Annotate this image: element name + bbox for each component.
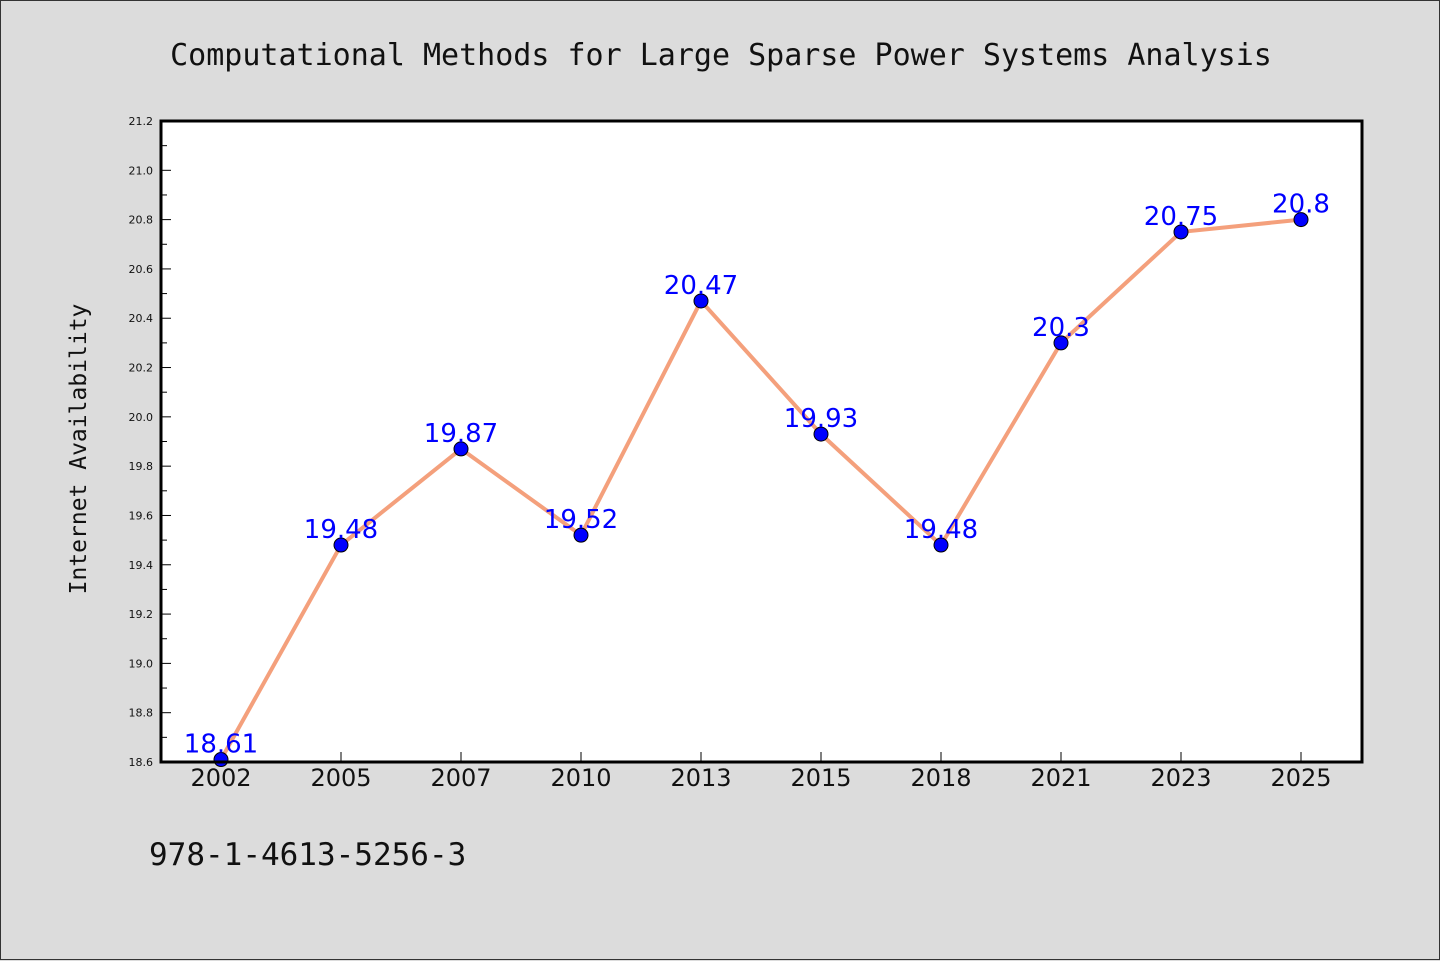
data-label: 20.47 bbox=[664, 271, 738, 301]
data-label: 20.3 bbox=[1032, 313, 1090, 343]
data-point bbox=[453, 441, 469, 457]
x-tick-label: 2002 bbox=[190, 764, 251, 792]
data-point bbox=[1173, 224, 1189, 240]
data-label: 18.61 bbox=[184, 730, 258, 760]
data-label: 19.87 bbox=[424, 419, 498, 449]
x-tick-label: 2025 bbox=[1270, 764, 1331, 792]
y-tick-label: 20.8 bbox=[129, 214, 154, 227]
x-tick-label: 2013 bbox=[670, 764, 731, 792]
y-tick-label: 19.2 bbox=[129, 608, 154, 621]
x-tick-label: 2007 bbox=[430, 764, 491, 792]
data-point bbox=[693, 293, 709, 309]
x-axis-ticks: 2002 2005 2007 2010 2013 2015 2018 2021 2023 2025 bbox=[190, 752, 1332, 792]
data-label: 19.48 bbox=[904, 515, 978, 545]
y-axis-ticks: 18.6 18.8 19.0 19.2 19.4 19.6 19.8 20.0 20.2 20.4… bbox=[129, 115, 171, 769]
y-tick-label: 21.2 bbox=[129, 115, 154, 128]
x-tick-label: 2021 bbox=[1030, 764, 1091, 792]
data-point bbox=[813, 426, 829, 442]
x-tick-label: 2015 bbox=[790, 764, 851, 792]
x-tick-label: 2023 bbox=[1150, 764, 1211, 792]
data-label: 19.52 bbox=[544, 505, 618, 535]
data-point bbox=[933, 537, 949, 553]
plot-area bbox=[161, 121, 1362, 762]
y-tick-label: 20.2 bbox=[129, 362, 154, 375]
data-point bbox=[1293, 212, 1309, 228]
y-tick-label: 19.6 bbox=[129, 509, 154, 522]
y-tick-label: 18.6 bbox=[129, 756, 154, 769]
y-axis-label: Internet Availability bbox=[66, 304, 92, 595]
y-tick-label: 19.8 bbox=[129, 460, 154, 473]
x-tick-label: 2018 bbox=[910, 764, 971, 792]
data-point bbox=[333, 537, 349, 553]
y-tick-label: 19.4 bbox=[129, 559, 154, 572]
y-tick-label: 19.0 bbox=[129, 657, 154, 670]
data-label: 20.8 bbox=[1272, 190, 1330, 220]
isbn-text: 978-1-4613-5256-3 bbox=[149, 837, 466, 873]
y-tick-label: 18.8 bbox=[129, 707, 154, 720]
x-tick-label: 2010 bbox=[550, 764, 611, 792]
y-tick-label: 20.4 bbox=[129, 312, 154, 325]
data-labels: 18.61 19.48 19.87 19.52 20.47 19.93 19.48 20.3 2… bbox=[184, 190, 1330, 760]
plot-border bbox=[159, 119, 1364, 764]
series-line bbox=[219, 217, 1303, 762]
x-tick-label: 2005 bbox=[310, 764, 371, 792]
y-tick-label: 20.0 bbox=[129, 411, 154, 424]
y-tick-label: 20.6 bbox=[129, 263, 154, 276]
data-point bbox=[573, 527, 589, 543]
chart-title: Computational Methods for Large Sparse P… bbox=[170, 38, 1272, 73]
data-label: 19.48 bbox=[304, 515, 378, 545]
data-markers bbox=[213, 212, 1309, 768]
data-label: 20.75 bbox=[1144, 202, 1218, 232]
data-point bbox=[1053, 335, 1069, 351]
data-label: 19.93 bbox=[784, 404, 858, 434]
y-tick-label: 21.0 bbox=[129, 164, 154, 177]
